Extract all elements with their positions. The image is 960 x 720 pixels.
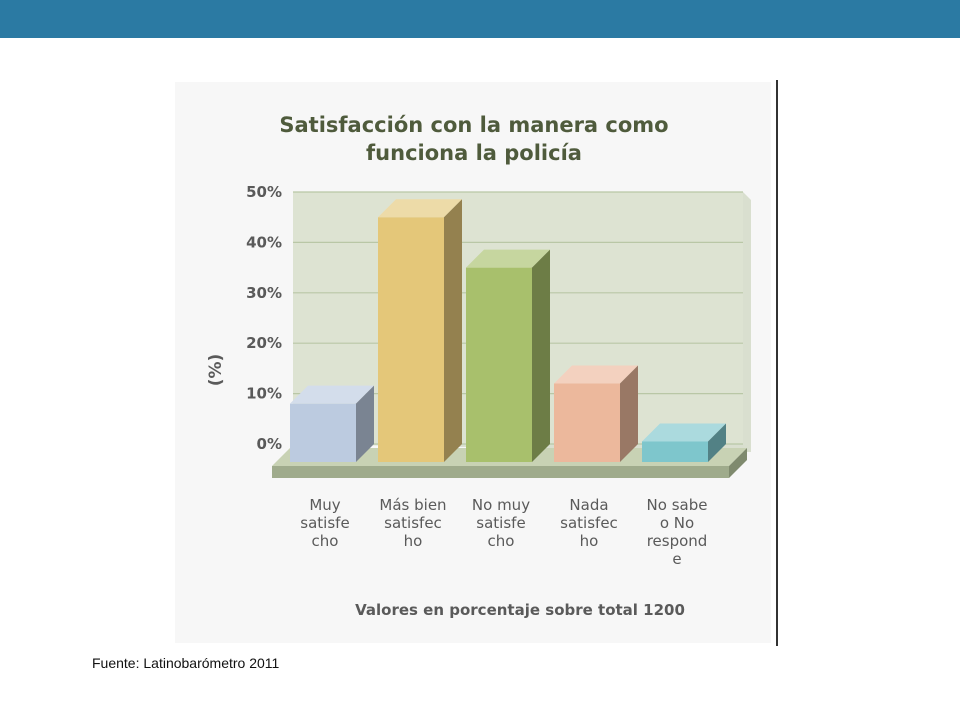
bar-top xyxy=(378,199,462,218)
x-category-label-line: Más bien xyxy=(379,496,446,514)
bar-chart: Satisfacción con la manera como funciona… xyxy=(206,113,751,619)
x-category-label: Nada satisfec ho xyxy=(560,496,618,550)
chart-title-line-2: funciona la policía xyxy=(366,141,582,165)
bar-front xyxy=(554,383,620,462)
x-category-label-line: ho xyxy=(404,532,423,550)
x-category-label-line: Muy xyxy=(309,496,340,514)
x-category-label-line: ho xyxy=(580,532,599,550)
bar-front xyxy=(466,267,532,462)
x-category-label-line: e xyxy=(672,550,681,568)
bar-side xyxy=(708,423,726,462)
y-tick-labels: 0% 10% 20% 30% 40% 50% xyxy=(246,183,282,453)
x-category-label-line: cho xyxy=(488,532,515,550)
y-tick-label: 10% xyxy=(246,385,282,403)
vertical-divider xyxy=(776,80,778,646)
source-note: Fuente: Latinobarómetro 2011 xyxy=(92,655,280,671)
x-category-label: No sabe o No respond e xyxy=(647,496,708,568)
bar xyxy=(290,385,374,462)
x-category-label-line: satisfe xyxy=(476,514,525,532)
bar-front xyxy=(378,217,444,462)
x-category-label-line: satisfe xyxy=(300,514,349,532)
x-category-label: Muy satisfe cho xyxy=(300,496,349,550)
x-category-label: No muy satisfe cho xyxy=(472,496,530,550)
bar xyxy=(642,423,726,462)
bar-front xyxy=(642,441,708,462)
x-category-label-line: No sabe xyxy=(647,496,708,514)
bar xyxy=(378,199,462,462)
bar-side xyxy=(356,385,374,462)
bars xyxy=(290,199,726,462)
bar-side xyxy=(532,249,550,462)
bar-top xyxy=(554,365,638,384)
y-tick-label: 50% xyxy=(246,183,282,201)
bar-top xyxy=(642,423,726,442)
y-tick-label: 20% xyxy=(246,334,282,352)
x-category-label-line: Nada xyxy=(569,496,608,514)
x-category-label-line: o No xyxy=(660,514,694,532)
bar-side xyxy=(620,365,638,462)
y-tick-label: 40% xyxy=(246,233,282,251)
x-category-label-line: satisfec xyxy=(560,514,618,532)
floor-front xyxy=(272,466,729,478)
x-category-label-line: No muy xyxy=(472,496,530,514)
chart-title-line-1: Satisfacción con la manera como xyxy=(279,113,668,137)
floor-side xyxy=(729,448,747,478)
x-category-label-line: satisfec xyxy=(384,514,442,532)
bar-front xyxy=(290,403,356,462)
header-bar xyxy=(0,0,960,38)
x-category-label-line: cho xyxy=(312,532,339,550)
bar-side xyxy=(444,199,462,462)
bar xyxy=(466,249,550,462)
y-tick-label: 0% xyxy=(257,435,282,453)
y-tick-label: 30% xyxy=(246,284,282,302)
bar-top xyxy=(290,385,374,404)
bar-top xyxy=(466,249,550,268)
bar xyxy=(554,365,638,462)
y-axis-label: (%) xyxy=(206,354,226,387)
x-category-label: Más bien satisfec ho xyxy=(379,496,446,550)
x-category-label-line: respond xyxy=(647,532,708,550)
x-axis-label: Valores en porcentaje sobre total 1200 xyxy=(355,601,685,619)
